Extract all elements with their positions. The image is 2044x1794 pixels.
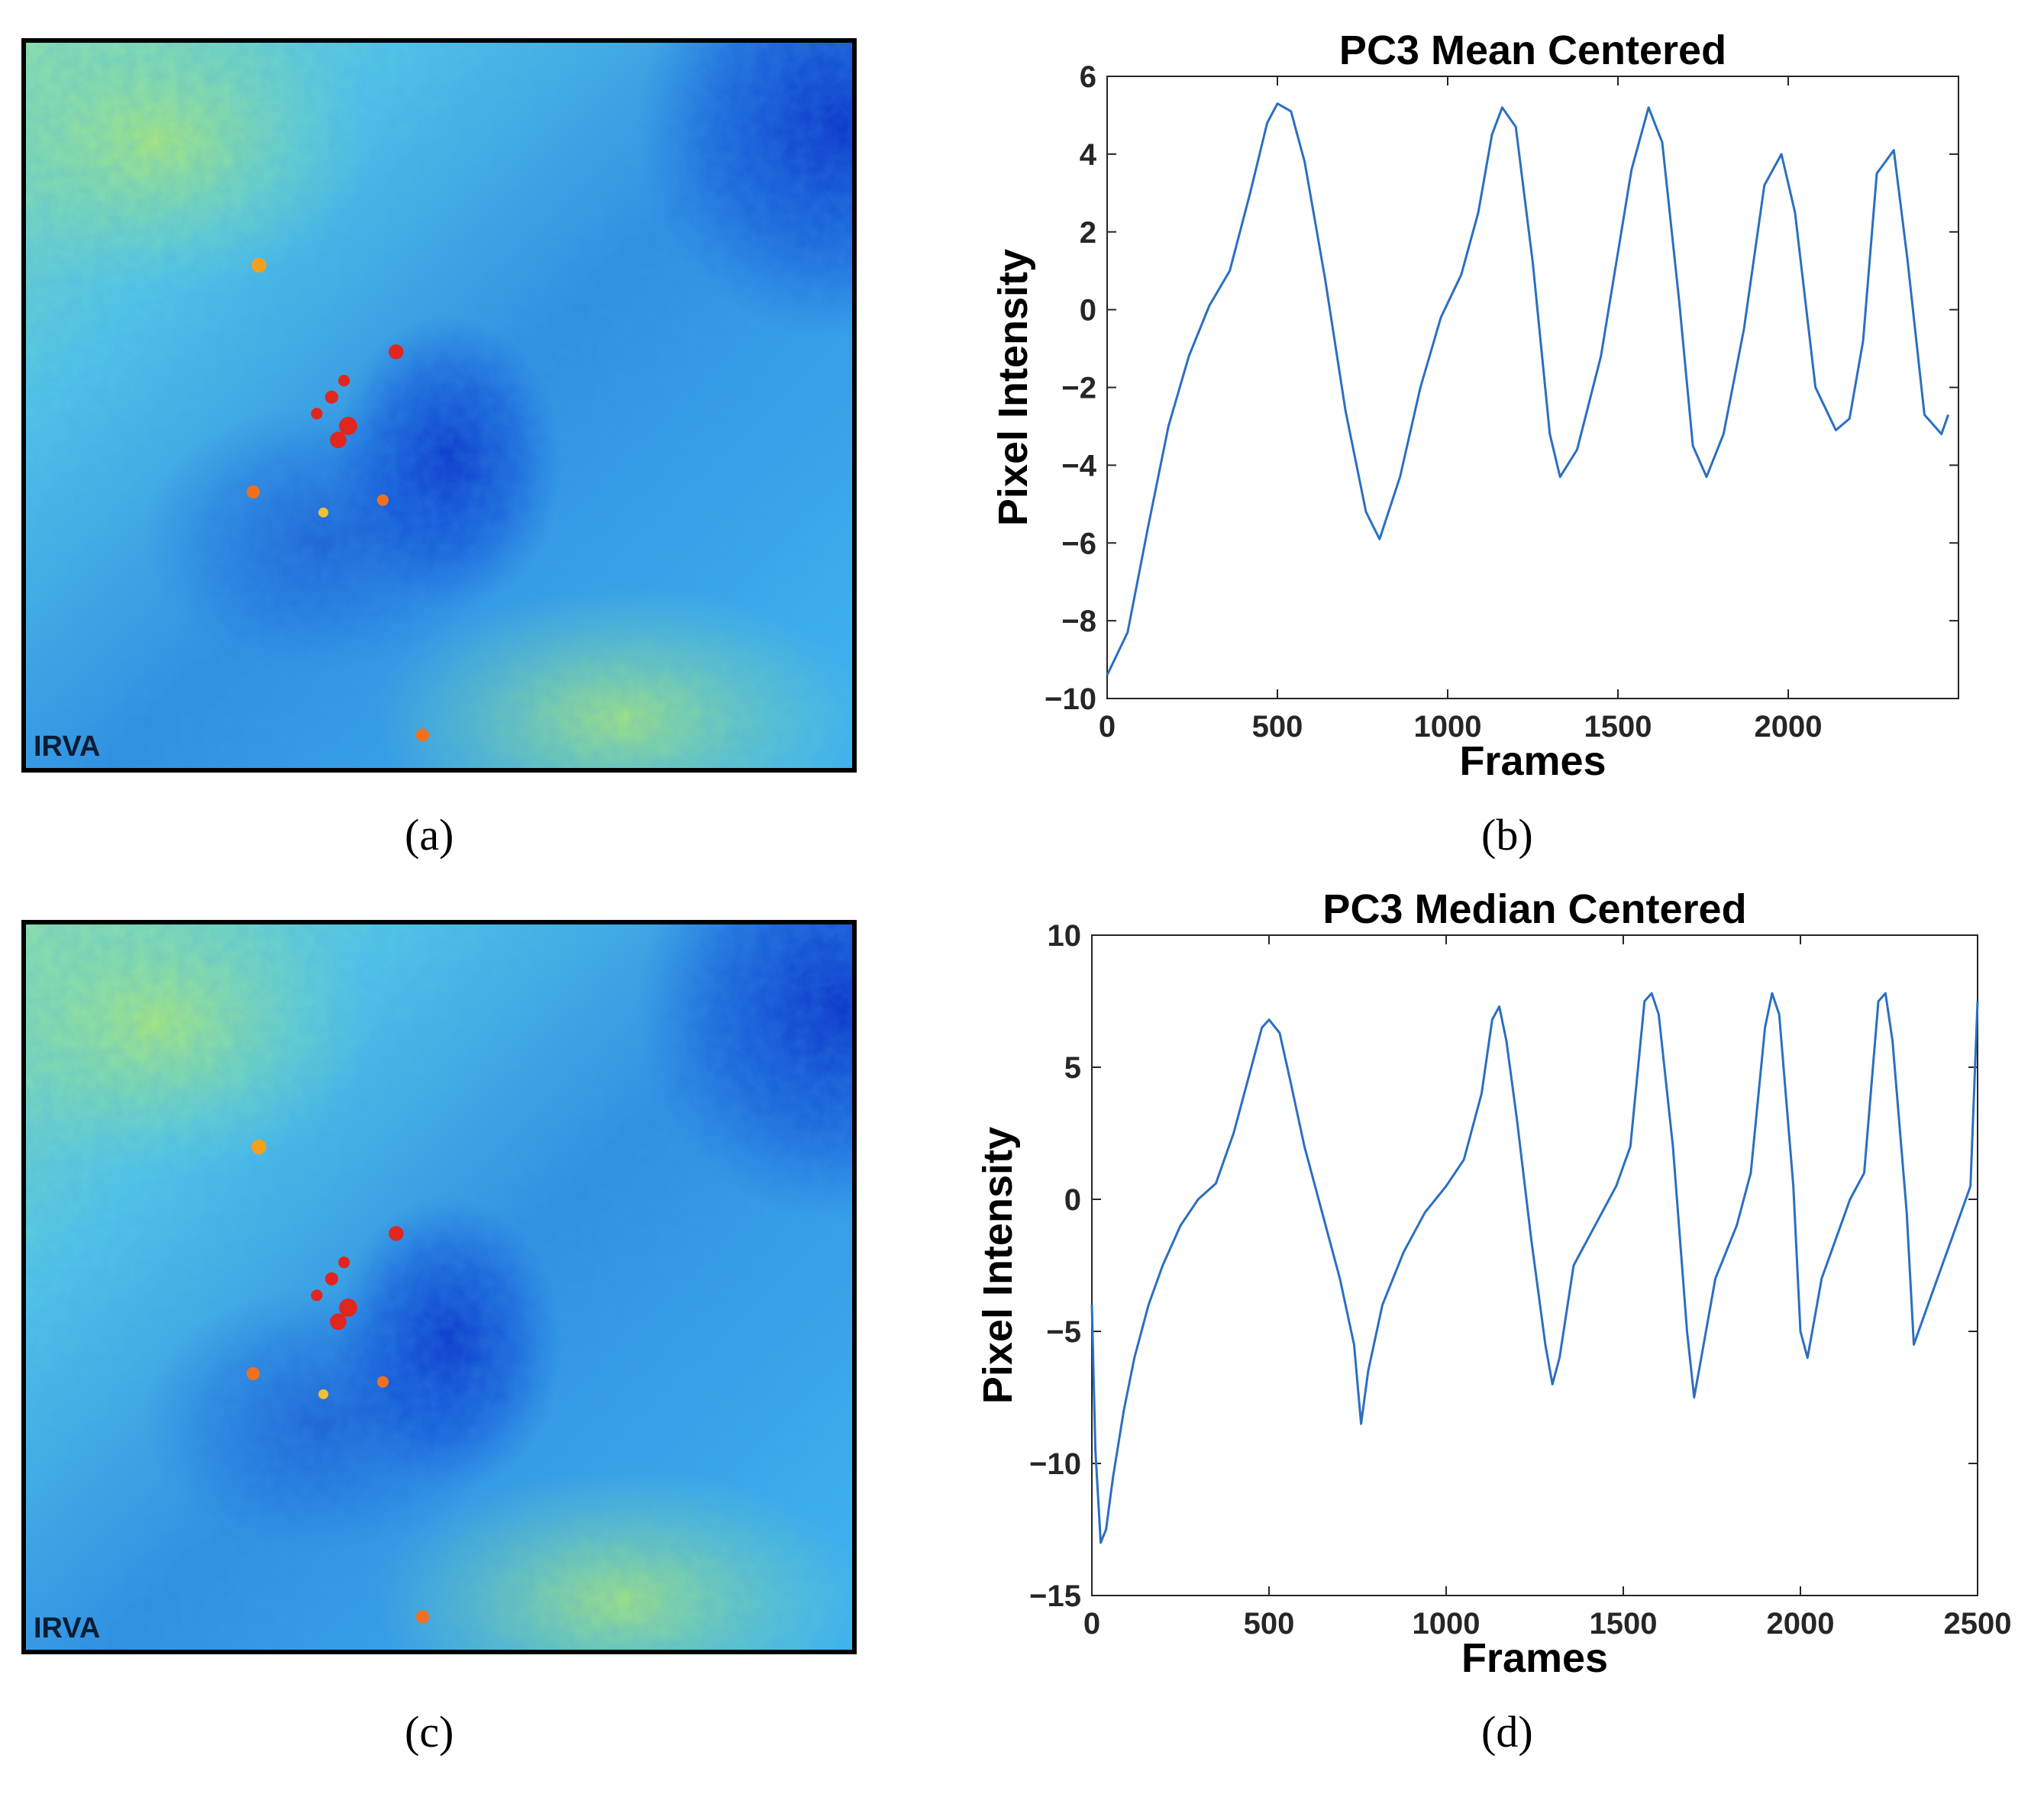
heatmap-image-c: IRVA	[21, 920, 857, 1654]
x-tick-label: 1000	[1414, 710, 1482, 744]
heatmap-graphic	[26, 43, 852, 768]
panel-label-d: (d)	[1481, 1707, 1533, 1757]
y-tick-label: 5	[1064, 1051, 1081, 1085]
y-axis-label: Pixel Intensity	[990, 249, 1036, 526]
chart-pc3-median-centered: 0 500 1000 1500 2000 2500 10 5 0 −5 −10 −15 PC3 Medi…	[975, 886, 2039, 1683]
x-axis-label: Frames	[1461, 1635, 1608, 1681]
y-tick-label: −8	[1061, 605, 1096, 638]
chart-title: PC3 Mean Centered	[1339, 27, 1726, 73]
x-tick-label: 500	[1252, 710, 1303, 744]
panel-label-a: (a)	[405, 810, 454, 860]
y-tick-label: 10	[1048, 919, 1082, 953]
heatmap-graphic	[26, 924, 852, 1650]
series-line	[1106, 102, 1950, 676]
y-tick-label: 2	[1080, 216, 1096, 250]
plot-frame	[1091, 934, 1978, 1596]
chart-svg: 0 500 1000 1500 2000 6 4 2 0 −2 −4 −6 −8 −10 PC3 Mean …	[990, 27, 1959, 784]
y-tick-label: 6	[1080, 60, 1096, 94]
hot-spots	[246, 257, 430, 742]
y-tick-label: −6	[1061, 527, 1096, 560]
y-tick-label: −10	[1029, 1447, 1081, 1481]
y-tick-label: −4	[1061, 449, 1096, 482]
x-tick-label: 2500	[1944, 1607, 2012, 1641]
x-tick-label: 0	[1099, 710, 1116, 744]
chart-pc3-mean-centered: 0 500 1000 1500 2000 6 4 2 0 −2 −4 −6 −8 −10 PC3 Mean …	[990, 15, 1985, 809]
y-tick-label: 0	[1080, 294, 1096, 328]
plot-frame	[1106, 76, 1959, 699]
series-line	[1090, 992, 1979, 1544]
heatmap-image-a: IRVA	[21, 38, 857, 773]
image-corner-label: IRVA	[34, 731, 101, 763]
x-tick-label: 500	[1244, 1607, 1295, 1641]
y-tick-label: −15	[1029, 1579, 1081, 1613]
x-tick-label: 2000	[1767, 1607, 1835, 1641]
chart-svg: 0 500 1000 1500 2000 2500 10 5 0 −5 −10 −15 PC3 Medi…	[975, 886, 2012, 1681]
y-tick-label: 0	[1064, 1183, 1081, 1217]
y-tick-label: −2	[1061, 372, 1096, 405]
panel-label-c: (c)	[405, 1707, 454, 1757]
x-tick-label: 1500	[1590, 1607, 1658, 1641]
y-axis-label: Pixel Intensity	[975, 1127, 1021, 1404]
y-tick-label: −5	[1046, 1315, 1081, 1349]
panel-label-b: (b)	[1481, 810, 1533, 860]
image-corner-label: IRVA	[34, 1612, 101, 1644]
hot-spots	[246, 1139, 430, 1624]
x-axis-label: Frames	[1459, 738, 1606, 784]
y-tick-label: 4	[1080, 138, 1097, 172]
x-tick-label: 1500	[1584, 710, 1652, 744]
x-tick-label: 1000	[1413, 1607, 1481, 1641]
y-tick-label: −10	[1045, 682, 1096, 716]
chart-title: PC3 Median Centered	[1322, 886, 1746, 932]
x-tick-label: 0	[1083, 1607, 1100, 1641]
x-tick-label: 2000	[1755, 710, 1823, 744]
